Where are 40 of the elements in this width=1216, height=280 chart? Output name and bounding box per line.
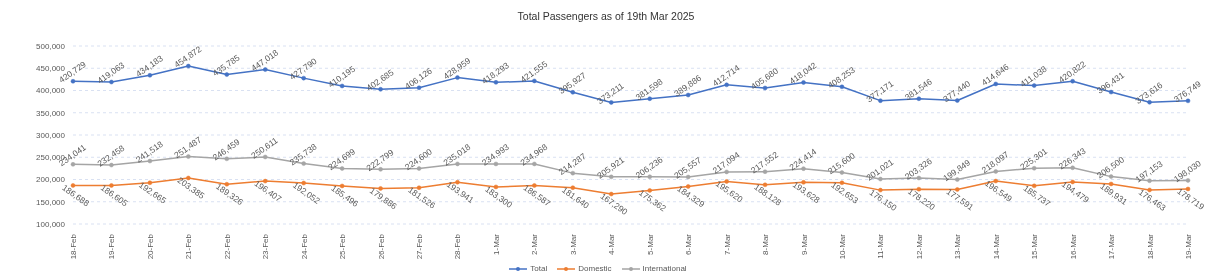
x-tick-label: 13-Mar: [953, 233, 963, 260]
x-tick-label: 10-Mar: [837, 233, 847, 260]
x-tick-label: 11-Mar: [876, 233, 886, 259]
x-tick-label: 27-Feb: [415, 233, 425, 260]
x-tick-label: 16-Mar: [1068, 233, 1078, 260]
x-tick-label: 19-Feb: [107, 233, 117, 260]
x-tick-label: 12-Mar: [914, 233, 924, 260]
x-tick-label: 26-Feb: [376, 233, 386, 260]
x-tick-label: 2-Mar: [530, 233, 540, 255]
x-tick-label: 22-Feb: [222, 233, 232, 260]
x-tick-label: 9-Mar: [799, 233, 809, 255]
x-tick-label: 14-Mar: [991, 233, 1001, 260]
x-tick-label: 28-Feb: [453, 233, 463, 260]
legend-label: Total: [529, 264, 548, 273]
x-tick-label: 23-Feb: [261, 233, 271, 260]
x-tick-label: 18-Feb: [69, 233, 78, 260]
x-tick-label: 24-Feb: [299, 233, 309, 260]
y-tick-label: 200,000: [36, 175, 66, 185]
x-tick-label: 21-Feb: [184, 233, 194, 260]
y-tick-label: 400,000: [36, 86, 66, 96]
x-tick-label: 18-Mar: [1145, 233, 1155, 260]
x-tick-label: 4-Mar: [607, 233, 617, 255]
x-tick-label: 19-Mar: [1184, 233, 1193, 260]
y-tick-label: 500,000: [36, 41, 66, 51]
x-tick-label: 7-Mar: [722, 233, 732, 255]
legend-label: Domestic: [577, 264, 612, 273]
x-tick-label: 25-Feb: [338, 233, 348, 260]
x-tick-label: 20-Feb: [145, 233, 155, 260]
legend-label: International: [641, 264, 687, 273]
x-tick-label: 1-Mar: [491, 233, 501, 255]
x-tick-label: 8-Mar: [761, 233, 771, 255]
chart-title: Total Passengers as of 19th Mar 2025: [516, 9, 696, 24]
x-tick-label: 3-Mar: [568, 233, 578, 255]
x-tick-label: 5-Mar: [645, 233, 655, 255]
x-tick-label: 15-Mar: [1030, 233, 1040, 260]
x-tick-label: 17-Mar: [1107, 233, 1117, 260]
y-tick-label: 300,000: [36, 130, 66, 140]
x-tick-label: 6-Mar: [684, 233, 694, 255]
y-tick-label: 100,000: [36, 219, 66, 229]
y-tick-label: 350,000: [36, 108, 66, 118]
